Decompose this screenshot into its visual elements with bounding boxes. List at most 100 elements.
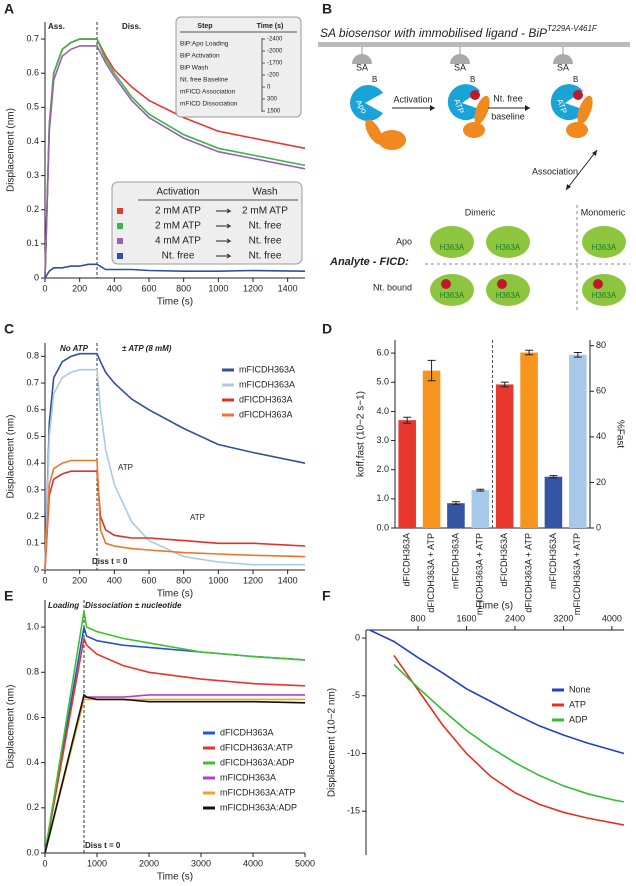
x-tick-label: 800 [411, 613, 426, 623]
bar [544, 476, 563, 528]
inset-time: 0 [267, 85, 271, 91]
nbd [463, 122, 485, 138]
y-tick-label: -15 [347, 806, 360, 816]
stage: SA B ATP [550, 47, 593, 138]
y-tick-label: 0.4 [26, 458, 39, 468]
x-tick-label: 400 [107, 283, 122, 293]
y-tick-label: 0.7 [26, 33, 39, 43]
legend-label: dFICDH363A [239, 394, 293, 404]
title-text: SA biosensor with immobilised ligand - B… [320, 26, 547, 40]
y-axis-label: Displacement (nm) [6, 415, 17, 499]
x-tick-label: 1600 [457, 613, 477, 623]
annotation: Diss t = 0 [85, 841, 121, 850]
bip [350, 85, 383, 121]
series-line [393, 654, 625, 826]
nucleotide [441, 279, 451, 289]
blob-label: H363A [592, 243, 617, 252]
x-tick-label: 0 [42, 575, 47, 585]
bar [398, 420, 416, 528]
legend-label: dFICDH363A [239, 409, 293, 419]
y-tick-label: 2.0 [376, 464, 389, 474]
panel-label: E [4, 588, 13, 604]
error-bar [451, 501, 460, 506]
panel-label: C [4, 321, 14, 337]
y-tick-label: 4.0 [376, 406, 389, 416]
nucleotide [497, 279, 507, 289]
x-tick-label: 1000 [208, 283, 228, 293]
error-bar [403, 416, 412, 424]
series-line [44, 635, 306, 854]
series-line [44, 352, 306, 571]
y-tick-label: 0 [355, 632, 360, 642]
y-tick-label: 0.6 [26, 712, 39, 722]
x-tick-label: 3000 [191, 858, 211, 868]
ficd [486, 274, 530, 306]
legend-box [111, 181, 303, 265]
nbd [365, 119, 383, 145]
y-tick-label: 0.4 [26, 136, 39, 146]
arrowhead [566, 150, 597, 190]
diagram: SA biosensor with immobilised ligand - B… [318, 24, 630, 310]
ficd [582, 226, 626, 258]
legend-swatch [117, 208, 123, 214]
x-axis-label: Time (s) [157, 297, 193, 308]
inset-time: -1700 [267, 61, 283, 67]
series-line [44, 694, 305, 854]
x-tick-label: 800 [176, 575, 191, 585]
sa-label: SA [356, 62, 368, 72]
inset-step: Nt. free Baseline [180, 77, 228, 84]
arrow [565, 149, 598, 191]
legend-arrow [216, 238, 232, 244]
arrowhead [430, 105, 435, 111]
step-label: baseline [491, 111, 525, 121]
legend-label: ATP [569, 699, 586, 709]
y-tick-label: 3.0 [376, 435, 389, 445]
y-tick-label: 0.8 [26, 351, 39, 361]
y-tick-label: 0.2 [26, 802, 39, 812]
error-bar [525, 349, 534, 356]
x-tick-label: 0 [42, 858, 47, 868]
x-tick-label: mFICDH363A [450, 533, 460, 589]
legend-label: mFICDH363A [239, 364, 295, 374]
series-line [393, 664, 625, 803]
error-bar [476, 488, 485, 492]
y2-tick-label: 40 [596, 431, 606, 441]
x-tick-label: 800 [176, 283, 191, 293]
inset-step: mFICD Association [180, 89, 236, 96]
x-tick-label: mFICDH363A + ATP [572, 533, 582, 615]
nucleotide [593, 279, 603, 289]
nbd [378, 130, 406, 150]
panel-label: B [322, 1, 332, 17]
nbd [577, 95, 593, 125]
legend-wash: 2 mM ATP [242, 206, 288, 217]
stage: SA B Apo [350, 47, 406, 150]
y-tick-label: 1.0 [376, 493, 389, 503]
inset-step: BiP Activation [180, 53, 220, 60]
legend-wash: Nt. free [249, 236, 282, 247]
annotation: Diss t = 0 [92, 557, 128, 566]
x-tick-label: 1000 [87, 858, 107, 868]
x-tick-label: 3200 [553, 613, 573, 623]
legend-swatch [117, 238, 123, 244]
series-line [44, 45, 306, 279]
nucleotides [441, 279, 603, 289]
legend-swatch [117, 223, 123, 229]
stage: SA B ATP [447, 47, 490, 138]
x-tick-label: dFICDH363A [402, 533, 412, 587]
error-bar [500, 381, 509, 388]
inset-step: mFICD Dissociation [180, 101, 238, 108]
step-label: Nt. free [493, 93, 523, 103]
panel-label: F [322, 588, 331, 604]
bar [447, 503, 465, 528]
y-axis-label: Displacement (nm) [6, 108, 17, 192]
inset-step: BiP:Apo Loading [180, 41, 229, 48]
y-tick-label: 5.0 [376, 377, 389, 387]
series-line [44, 263, 306, 279]
legend-wash: Nt. free [249, 221, 282, 232]
y2-axis-label: %Fast [614, 420, 625, 449]
x-tick-label: 1200 [243, 283, 263, 293]
legend-swatch [117, 253, 123, 259]
x-tick-label: mFICDH363A [548, 533, 558, 589]
y-tick-label: -5 [352, 690, 360, 700]
inset-box [175, 16, 302, 118]
